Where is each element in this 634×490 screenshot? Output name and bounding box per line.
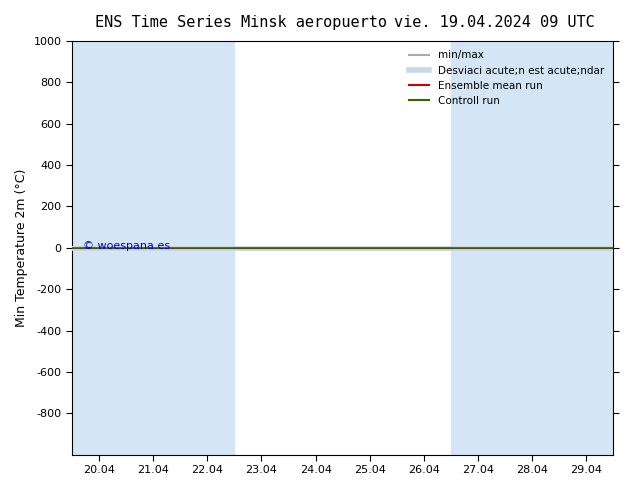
- Bar: [72, 41, 126, 455]
- Bar: [451, 41, 559, 455]
- Text: vie. 19.04.2024 09 UTC: vie. 19.04.2024 09 UTC: [394, 15, 595, 30]
- Bar: [559, 41, 614, 455]
- Text: © woespana.es: © woespana.es: [83, 241, 170, 251]
- Y-axis label: Min Temperature 2m (°C): Min Temperature 2m (°C): [15, 169, 28, 327]
- Bar: [126, 41, 235, 455]
- Text: ENS Time Series Minsk aeropuerto: ENS Time Series Minsk aeropuerto: [95, 15, 387, 30]
- Legend: min/max, Desviaci acute;n est acute;ndar, Ensemble mean run, Controll run: min/max, Desviaci acute;n est acute;ndar…: [404, 46, 608, 110]
